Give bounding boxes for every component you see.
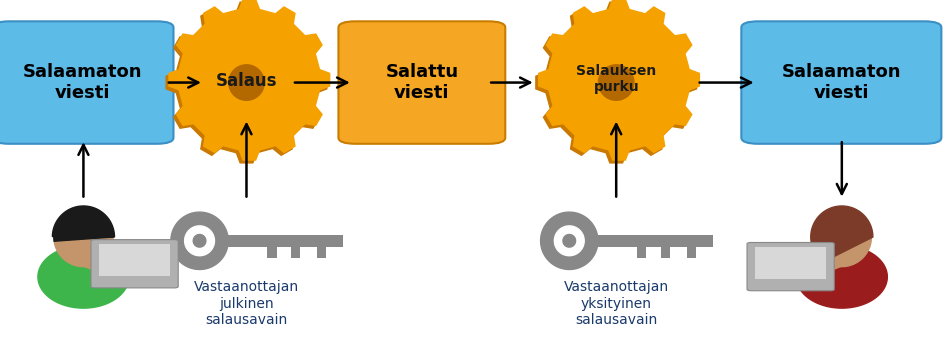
Polygon shape	[561, 28, 671, 137]
FancyBboxPatch shape	[661, 247, 670, 258]
Polygon shape	[191, 28, 301, 137]
Polygon shape	[38, 246, 129, 308]
FancyBboxPatch shape	[338, 21, 505, 144]
Polygon shape	[166, 2, 327, 163]
Polygon shape	[813, 262, 850, 279]
Polygon shape	[52, 206, 115, 237]
Polygon shape	[536, 2, 697, 163]
Polygon shape	[538, 0, 700, 160]
FancyBboxPatch shape	[0, 21, 173, 144]
FancyBboxPatch shape	[99, 244, 171, 276]
Polygon shape	[833, 248, 850, 260]
FancyBboxPatch shape	[317, 247, 326, 258]
Polygon shape	[812, 207, 871, 267]
FancyBboxPatch shape	[91, 240, 178, 288]
Polygon shape	[540, 212, 598, 269]
Polygon shape	[171, 212, 228, 269]
FancyBboxPatch shape	[741, 21, 941, 144]
FancyBboxPatch shape	[228, 235, 343, 247]
Text: Salaamaton
viesti: Salaamaton viesti	[781, 63, 902, 102]
Text: Salauksen
purku: Salauksen purku	[576, 64, 656, 94]
FancyBboxPatch shape	[267, 247, 277, 258]
Text: Salaamaton
viesti: Salaamaton viesti	[23, 63, 143, 102]
FancyBboxPatch shape	[598, 235, 713, 247]
FancyBboxPatch shape	[747, 243, 834, 291]
Polygon shape	[796, 246, 887, 308]
Polygon shape	[75, 262, 112, 279]
Polygon shape	[228, 65, 264, 100]
Polygon shape	[169, 0, 330, 160]
FancyBboxPatch shape	[755, 247, 827, 279]
Text: Salaus: Salaus	[216, 72, 277, 90]
Polygon shape	[563, 235, 575, 247]
Polygon shape	[193, 235, 206, 247]
Polygon shape	[598, 65, 634, 100]
FancyBboxPatch shape	[291, 247, 301, 258]
Polygon shape	[54, 207, 113, 241]
Polygon shape	[54, 207, 113, 267]
FancyBboxPatch shape	[637, 247, 647, 258]
Text: Salattu
viesti: Salattu viesti	[385, 63, 459, 102]
Text: Vastaanottajan
julkinen
salausavain: Vastaanottajan julkinen salausavain	[194, 280, 299, 327]
Polygon shape	[811, 206, 873, 262]
FancyBboxPatch shape	[686, 247, 696, 258]
Polygon shape	[185, 226, 214, 256]
Polygon shape	[555, 226, 584, 256]
Text: Vastaanottajan
yksityinen
salausavain: Vastaanottajan yksityinen salausavain	[564, 280, 668, 327]
